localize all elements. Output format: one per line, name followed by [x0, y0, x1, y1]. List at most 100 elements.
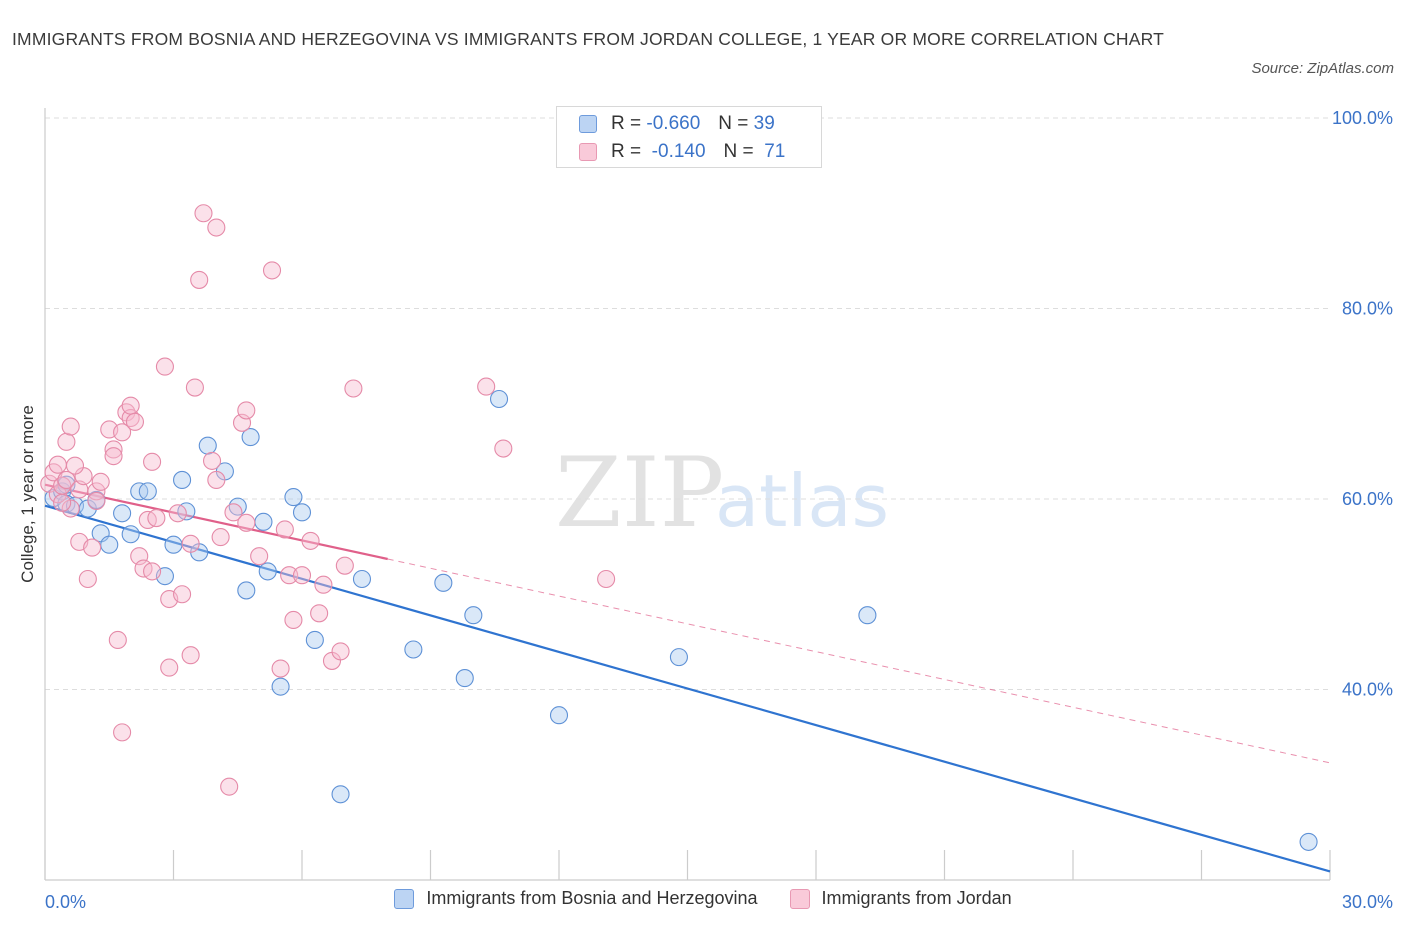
point-bosnia	[331, 785, 350, 804]
point-bosnia	[464, 606, 483, 625]
point-jordan	[160, 658, 179, 677]
point-jordan	[104, 440, 123, 459]
point-jordan	[207, 470, 226, 490]
point-bosnia	[254, 512, 273, 531]
point-jordan	[155, 357, 174, 376]
point-jordan	[494, 439, 513, 458]
point-jordan	[211, 528, 230, 547]
stats-legend-row-jordan: R = -0.140 N = 71	[579, 139, 785, 165]
point-jordan	[284, 610, 303, 630]
point-jordan	[292, 566, 312, 585]
point-bosnia	[434, 573, 453, 592]
trend-line-bosnia	[44, 504, 1331, 873]
point-jordan	[250, 547, 269, 566]
point-jordan	[280, 566, 299, 585]
point-bosnia	[164, 535, 183, 554]
point-jordan	[87, 491, 106, 510]
point-bosnia	[100, 535, 119, 554]
legend-swatch-jordan	[579, 143, 597, 161]
point-jordan	[224, 503, 243, 522]
point-bosnia	[198, 436, 217, 455]
point-bosnia	[669, 648, 688, 667]
point-bosnia	[271, 677, 290, 696]
point-bosnia	[173, 470, 192, 490]
n-label: N =	[723, 141, 754, 162]
point-jordan	[331, 642, 350, 661]
r-label: R =	[611, 113, 642, 134]
x-tick-label: 30.0%	[1342, 892, 1393, 912]
point-jordan	[65, 456, 85, 475]
point-jordan	[477, 377, 496, 396]
legend-label-bosnia: Immigrants from Bosnia and Herzegovina	[426, 888, 758, 908]
point-jordan	[207, 218, 226, 237]
point-jordan	[83, 538, 102, 557]
y-tick-label: 40.0%	[1342, 680, 1393, 700]
point-jordan	[113, 423, 132, 442]
point-jordan	[237, 401, 256, 420]
point-jordan	[108, 630, 127, 650]
point-bosnia	[489, 389, 509, 409]
axes	[44, 108, 1331, 881]
point-jordan	[125, 412, 144, 431]
point-bosnia	[138, 482, 157, 501]
point-bosnia	[352, 569, 372, 589]
point-jordan	[57, 470, 76, 490]
point-jordan	[597, 569, 616, 589]
point-jordan	[344, 379, 363, 398]
point-jordan	[147, 508, 166, 528]
point-bosnia	[549, 706, 569, 725]
y-tick-label: 60.0%	[1342, 489, 1393, 509]
point-bosnia	[455, 669, 474, 688]
point-jordan	[143, 452, 162, 471]
n-label: N =	[718, 113, 749, 134]
point-jordan	[91, 472, 110, 491]
point-bosnia	[305, 630, 324, 650]
r-label: R =	[611, 141, 642, 162]
point-jordan	[78, 569, 97, 589]
point-jordan	[262, 261, 282, 280]
x-tick-label: 0.0%	[45, 892, 86, 912]
point-bosnia	[404, 640, 423, 659]
point-bosnia	[113, 504, 132, 523]
point-jordan	[104, 447, 123, 466]
series-legend: Immigrants from Bosnia and Herzegovina I…	[0, 888, 1406, 909]
source-credit: Source: ZipAtlas.com	[1251, 60, 1394, 77]
point-jordan	[173, 585, 192, 604]
point-jordan	[314, 575, 333, 594]
watermark-zip: ZIP	[555, 437, 724, 549]
point-jordan	[48, 485, 67, 504]
point-jordan	[220, 777, 239, 796]
point-bosnia	[1299, 832, 1318, 851]
point-jordan	[113, 723, 132, 742]
point-jordan	[301, 531, 320, 550]
point-bosnia	[292, 503, 312, 522]
point-bosnia	[258, 562, 277, 581]
point-jordan	[121, 396, 140, 415]
legend-item-jordan[interactable]: Immigrants from Jordan	[789, 888, 1012, 909]
point-jordan	[143, 562, 162, 581]
y-tick-label: 100.0%	[1332, 108, 1393, 128]
y-tick-label: 80.0%	[1342, 299, 1393, 319]
legend-swatch-jordan	[789, 888, 810, 909]
gridlines	[45, 117, 1330, 690]
point-jordan	[237, 513, 256, 532]
legend-label-jordan: Immigrants from Jordan	[821, 888, 1012, 908]
n-value-bosnia: 39	[753, 113, 775, 134]
point-jordan	[190, 270, 209, 289]
point-jordan	[203, 451, 222, 470]
point-jordan	[181, 646, 200, 665]
point-bosnia	[241, 428, 260, 447]
point-jordan	[57, 432, 76, 451]
watermark-atlas: atlas	[715, 459, 889, 543]
n-value-jordan: 71	[764, 141, 786, 162]
point-jordan	[185, 378, 204, 397]
r-value-bosnia: -0.660	[646, 113, 701, 134]
point-jordan	[87, 482, 106, 501]
legend-item-bosnia[interactable]: Immigrants from Bosnia and Herzegovina	[394, 888, 758, 909]
trend-extension-jordan	[387, 558, 1331, 764]
point-bosnia	[284, 488, 303, 507]
point-bosnia	[237, 581, 256, 600]
r-value-jordan: -0.140	[651, 141, 706, 162]
legend-swatch-bosnia	[394, 888, 415, 909]
